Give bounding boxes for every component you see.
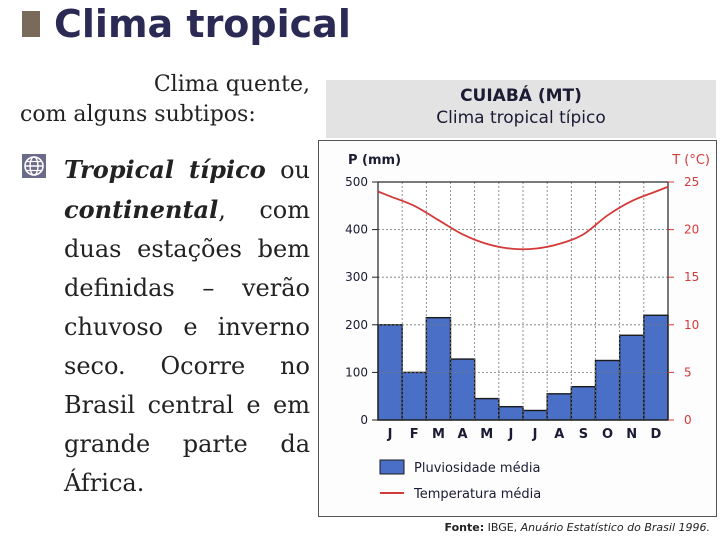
y-tick-right: 0 — [684, 413, 692, 427]
y-tick-left: 0 — [360, 413, 368, 427]
chart-title: CUIABÁ (MT) — [460, 86, 582, 106]
y-tick-left: 200 — [345, 318, 368, 332]
bar-8 — [546, 393, 573, 421]
x-tick-label: N — [626, 427, 637, 442]
bar-7 — [522, 409, 548, 421]
x-tick-label: J — [507, 427, 513, 442]
temperature-line — [377, 185, 669, 251]
bullet-text: Tropical típico ou continental, com duas… — [64, 150, 310, 503]
source-org: IBGE, — [484, 521, 521, 534]
globe-icon — [22, 154, 46, 178]
legend-label-pluviosidade: Pluviosidade média — [414, 461, 540, 476]
x-tick-label: A — [554, 427, 564, 442]
x-tick-label: J — [532, 427, 538, 442]
x-tick-label: F — [410, 427, 419, 442]
y-tick-left: 400 — [345, 223, 368, 237]
y-tick-right: 15 — [684, 270, 699, 284]
intro-line-1: Clima quente, — [153, 72, 310, 97]
legend-label-temperatura: Temperatura média — [413, 487, 541, 502]
chart-subtitle: Clima tropical típico — [436, 108, 606, 128]
bar-11 — [618, 334, 645, 421]
y-tick-left: 300 — [345, 270, 368, 284]
intro-line-2: com alguns subtipos: — [20, 102, 256, 127]
x-tick-label: A — [458, 427, 468, 442]
term-continental: continental — [64, 195, 219, 224]
bar-2 — [401, 371, 428, 421]
x-tick-label: M — [432, 427, 445, 442]
source-publication: Anuário Estatístico do Brasil 1996. — [520, 521, 710, 534]
y-axis-left-label: P (mm) — [348, 153, 401, 168]
y-tick-right: 25 — [684, 175, 699, 189]
x-tick-label: M — [480, 427, 493, 442]
bar-5 — [473, 397, 500, 421]
y-tick-left: 100 — [345, 365, 368, 379]
legend-swatch-pluviosidade — [379, 459, 405, 475]
heading: Clima tropical — [22, 0, 351, 48]
y-tick-right: 20 — [684, 223, 699, 237]
source-note: Fonte: IBGE, Anuário Estatístico do Bras… — [445, 521, 710, 534]
bar-4 — [449, 358, 476, 421]
bar-3 — [425, 316, 452, 421]
climate-chart: P (mm) T (°C) 0 100 200 300 400 500 0 5 10 15 20 25 J F… — [345, 153, 710, 502]
bar-12 — [643, 314, 669, 421]
x-tick-label: O — [602, 427, 613, 442]
x-tick-label: J — [387, 427, 393, 442]
bar-9 — [570, 385, 597, 421]
y-tick-left: 500 — [345, 175, 368, 189]
plot-frame — [377, 181, 669, 421]
heading-square-icon — [22, 11, 40, 37]
intro-text: Clima quente, com alguns subtipos: — [20, 70, 310, 130]
x-tick-label: D — [651, 427, 662, 442]
chart-title-box: CUIABÁ (MT) Clima tropical típico — [326, 80, 716, 138]
bar-6 — [498, 405, 524, 421]
term-tropical-tipico: Tropical típico — [64, 155, 266, 184]
page-title: Clima tropical — [54, 2, 351, 46]
y-axis-right-label: T (°C) — [671, 153, 710, 168]
x-tick-label: S — [579, 427, 588, 442]
bullet-description: , com duas estações bem definidas – verã… — [64, 196, 310, 497]
term-connector: ou — [265, 156, 310, 184]
y-tick-right: 10 — [684, 318, 699, 332]
bar-10 — [594, 359, 621, 421]
source-label: Fonte: — [444, 521, 485, 534]
y-tick-right: 5 — [684, 365, 692, 379]
